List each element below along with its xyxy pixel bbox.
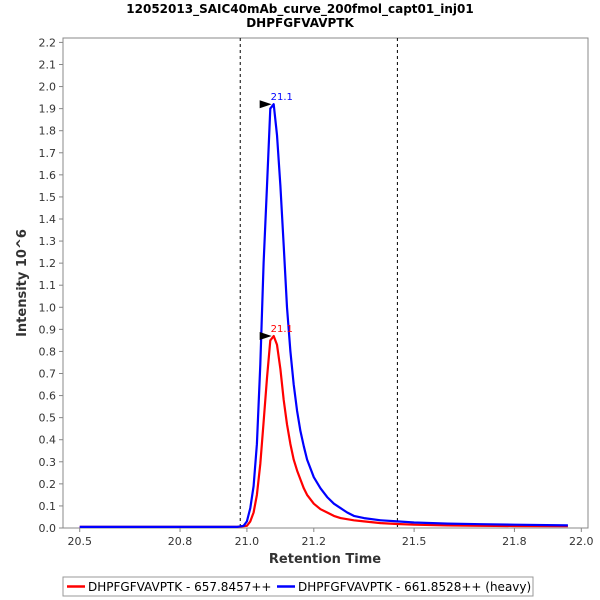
y-tick-label: 2.1	[39, 58, 57, 71]
y-tick-label: 0.2	[39, 478, 57, 491]
y-tick-label: 2.0	[39, 81, 57, 94]
y-axis-label: Intensity 10^6	[15, 229, 30, 337]
legend: DHPFGFVAVPTK - 657.8457++ DHPFGFVAVPTK -…	[62, 576, 534, 597]
y-tick-label: 0.1	[39, 500, 57, 513]
legend-item-light: DHPFGFVAVPTK - 657.8457++	[88, 580, 271, 594]
y-tick-label: 2.2	[39, 36, 57, 49]
series-line-light	[79, 334, 568, 529]
peak-annotations: 21.1 21.1	[259, 92, 293, 340]
peak-marker	[259, 100, 272, 109]
x-axis-label: Retention Time	[269, 552, 381, 567]
legend-box	[62, 576, 534, 597]
y-tick-label: 0.3	[39, 456, 57, 469]
x-tick-label: 21.2	[302, 535, 327, 548]
series-line-heavy	[79, 103, 568, 529]
y-axis: 0.0 0.1 0.2 0.3 0.4 0.5 0.6 0.7 0.8 0.9 1.0 1.1 1.2 1…	[39, 36, 63, 535]
integration-boundaries	[239, 38, 398, 528]
plot-area	[62, 37, 589, 529]
x-tick-label: 21.0	[235, 535, 260, 548]
y-tick-label: 1.2	[39, 257, 57, 270]
x-axis: 20.5 20.8 21.0 21.2 21.5 21.8 22.0	[67, 528, 594, 548]
chart-title: 12052013_SAIC40mAb_curve_200fmol_capt01_…	[126, 2, 473, 17]
y-tick-label: 1.4	[39, 213, 57, 226]
chart-subtitle: DHPFGFVAVPTK	[246, 16, 354, 30]
y-tick-label: 1.0	[39, 301, 57, 314]
y-tick-label: 1.7	[39, 147, 57, 160]
y-tick-label: 1.6	[39, 169, 57, 182]
x-tick-label: 20.8	[168, 535, 193, 548]
y-tick-label: 1.3	[39, 235, 57, 248]
series-lines	[79, 103, 568, 529]
x-tick-label: 21.8	[502, 535, 527, 548]
peak-label: 21.1	[271, 92, 293, 103]
x-tick-label: 21.5	[402, 535, 427, 548]
peak-label: 21.1	[271, 324, 293, 335]
y-tick-label: 0.5	[39, 412, 57, 425]
y-tick-label: 0.8	[39, 345, 57, 358]
y-tick-label: 1.8	[39, 125, 57, 138]
y-tick-label: 0.7	[39, 367, 57, 380]
y-tick-label: 1.9	[39, 103, 57, 116]
y-tick-label: 0.0	[39, 522, 57, 535]
y-tick-label: 1.5	[39, 191, 57, 204]
x-tick-label: 22.0	[569, 535, 594, 548]
y-tick-label: 0.4	[39, 434, 57, 447]
y-tick-label: 0.9	[39, 323, 57, 336]
peak-marker	[259, 331, 272, 340]
y-tick-label: 1.1	[39, 279, 57, 292]
x-tick-label: 20.5	[67, 535, 92, 548]
legend-item-heavy: DHPFGFVAVPTK - 661.8528++ (heavy)	[298, 580, 531, 594]
y-tick-label: 0.6	[39, 390, 57, 403]
